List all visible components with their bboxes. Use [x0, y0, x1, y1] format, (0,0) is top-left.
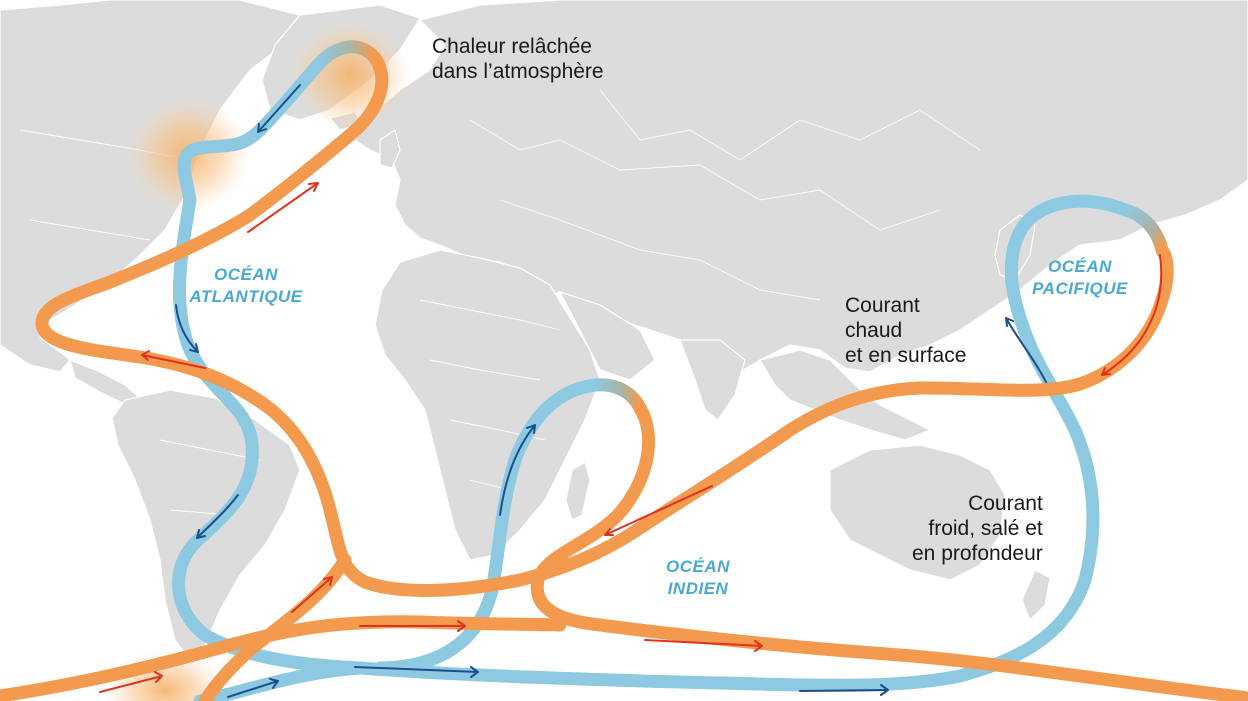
- cold-arrow-8: [227, 678, 279, 698]
- warm-current-indo-pacific: [513, 243, 1174, 587]
- label-heat-release: Chaleur relâchée dans l’atmosphère: [432, 35, 604, 83]
- cold-arrow-5: [354, 666, 479, 678]
- label-indian-ocean: OCÉAN INDIEN: [666, 557, 730, 598]
- land-africa: [374, 249, 601, 561]
- land-australia: [829, 444, 1006, 581]
- land-india: [679, 339, 746, 421]
- warm-current-south-atlantic-return: [198, 553, 352, 701]
- borders-africa: [419, 299, 561, 491]
- land-new-zealand: [1021, 569, 1051, 622]
- land-uk: [379, 129, 401, 169]
- warm-surface-current: [0, 51, 1248, 701]
- label-warm-surface-current: Courant chaud et en surface: [845, 294, 967, 367]
- cold-arrow-2: [175, 304, 199, 353]
- cold-arrows: [175, 84, 1047, 698]
- label-cold-deep-current: Courant froid, salé et en profondeur: [912, 492, 1043, 565]
- transition-indian: [588, 378, 647, 415]
- label-atlantic-ocean: OCÉAN ATLANTIQUE: [189, 265, 303, 306]
- cold-arrow-6: [799, 684, 889, 696]
- cold-arrow-7: [1005, 317, 1047, 383]
- warm-arrow-3: [291, 576, 333, 613]
- warm-arrow-8: [1101, 254, 1163, 376]
- land-central-america: [69, 358, 142, 405]
- borders-eurasia: [469, 89, 981, 301]
- warm-arrow-7: [604, 485, 713, 536]
- warm-arrow-1: [247, 182, 319, 233]
- cold-current-atlantic: [172, 193, 1132, 692]
- warm-arrow-4: [99, 671, 163, 693]
- warm-current-southern: [0, 615, 567, 701]
- land-arabia: [558, 290, 656, 381]
- warm-arrow-5: [359, 620, 466, 632]
- cold-arrow-4: [499, 424, 536, 516]
- land-madagascar: [565, 461, 591, 521]
- cold-arrow-3: [196, 494, 239, 539]
- warm-current-indian-loop: [530, 401, 1248, 701]
- warm-arrow-2: [141, 350, 206, 369]
- cold-arrow-1: [257, 84, 301, 133]
- warm-arrows: [99, 182, 1163, 693]
- cold-current-indian-loop: [373, 378, 602, 675]
- land-southeast-asia: [759, 349, 932, 441]
- flow-arrows: [99, 84, 1163, 698]
- warm-arrow-6: [644, 639, 763, 652]
- heat-glow-south: [105, 650, 225, 701]
- label-pacific-ocean: OCÉAN PACIFIQUE: [1032, 257, 1128, 298]
- borders-americas: [19, 129, 261, 516]
